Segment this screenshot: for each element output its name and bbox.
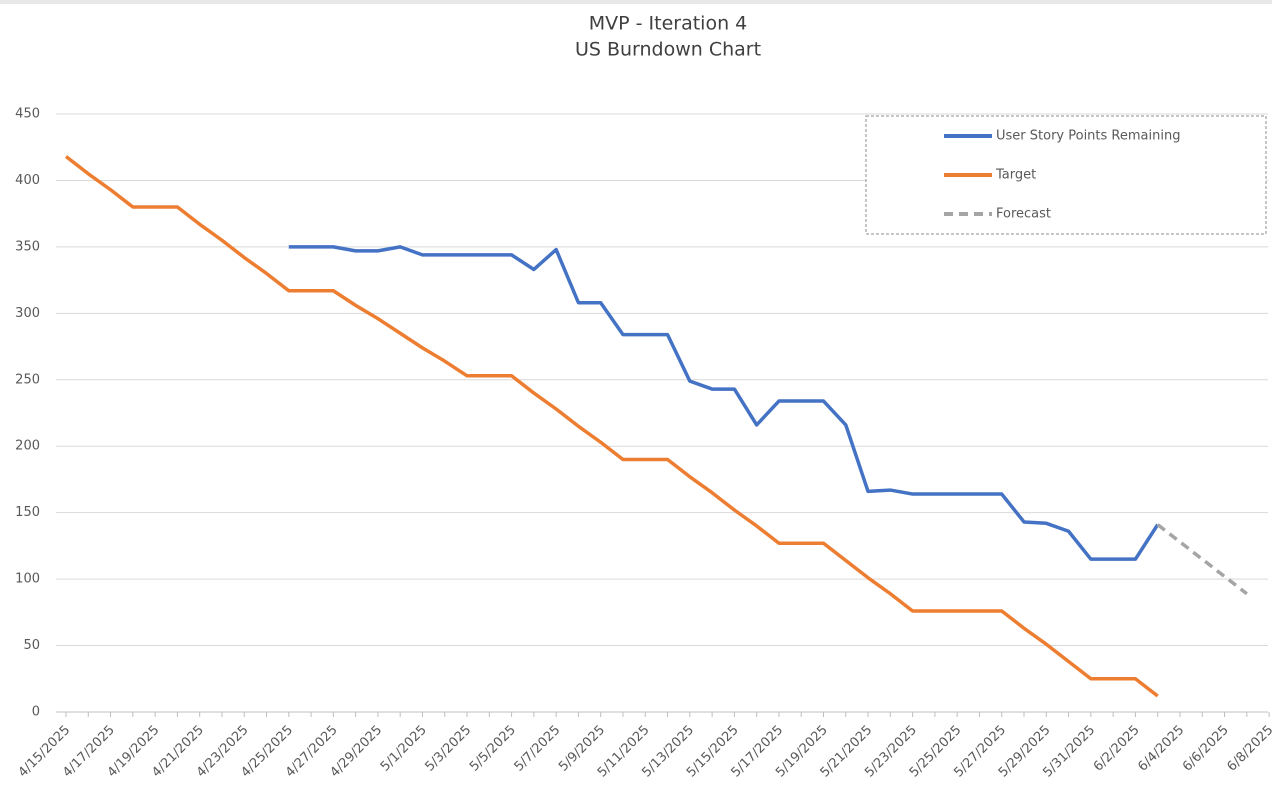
x-tick-label: 6/6/2025 [1180,723,1232,775]
y-tick-label: 50 [23,638,40,653]
legend-label: User Story Points Remaining [996,129,1180,144]
x-tick-label: 5/5/2025 [467,723,519,775]
legend-box [865,115,1267,235]
y-tick-label: 300 [15,306,40,321]
y-tick-label: 0 [32,705,40,720]
top-bar [0,0,1272,4]
y-tick-label: 450 [15,107,40,122]
series-line [288,245,1160,561]
chart-title: MVP - Iteration 4 [589,13,748,35]
x-tick-label: 5/3/2025 [422,723,474,775]
series-line [64,155,1159,698]
y-tick-label: 250 [15,372,40,387]
x-tick-label: 6/8/2025 [1224,723,1272,775]
x-tick-label: 6/4/2025 [1135,723,1187,775]
legend-label: Target [995,168,1036,183]
series-line [1156,523,1248,596]
y-tick-label: 200 [15,439,40,454]
x-tick-label: 5/7/2025 [512,723,564,775]
y-tick-label: 350 [15,239,40,254]
y-tick-label: 400 [15,173,40,188]
x-tick-label: 5/1/2025 [378,723,430,775]
chart-subtitle: US Burndown Chart [575,39,761,61]
x-tick-label: 6/2/2025 [1091,723,1143,775]
legend-label: Forecast [996,207,1051,222]
y-tick-label: 150 [15,505,40,520]
y-tick-label: 100 [15,572,40,587]
